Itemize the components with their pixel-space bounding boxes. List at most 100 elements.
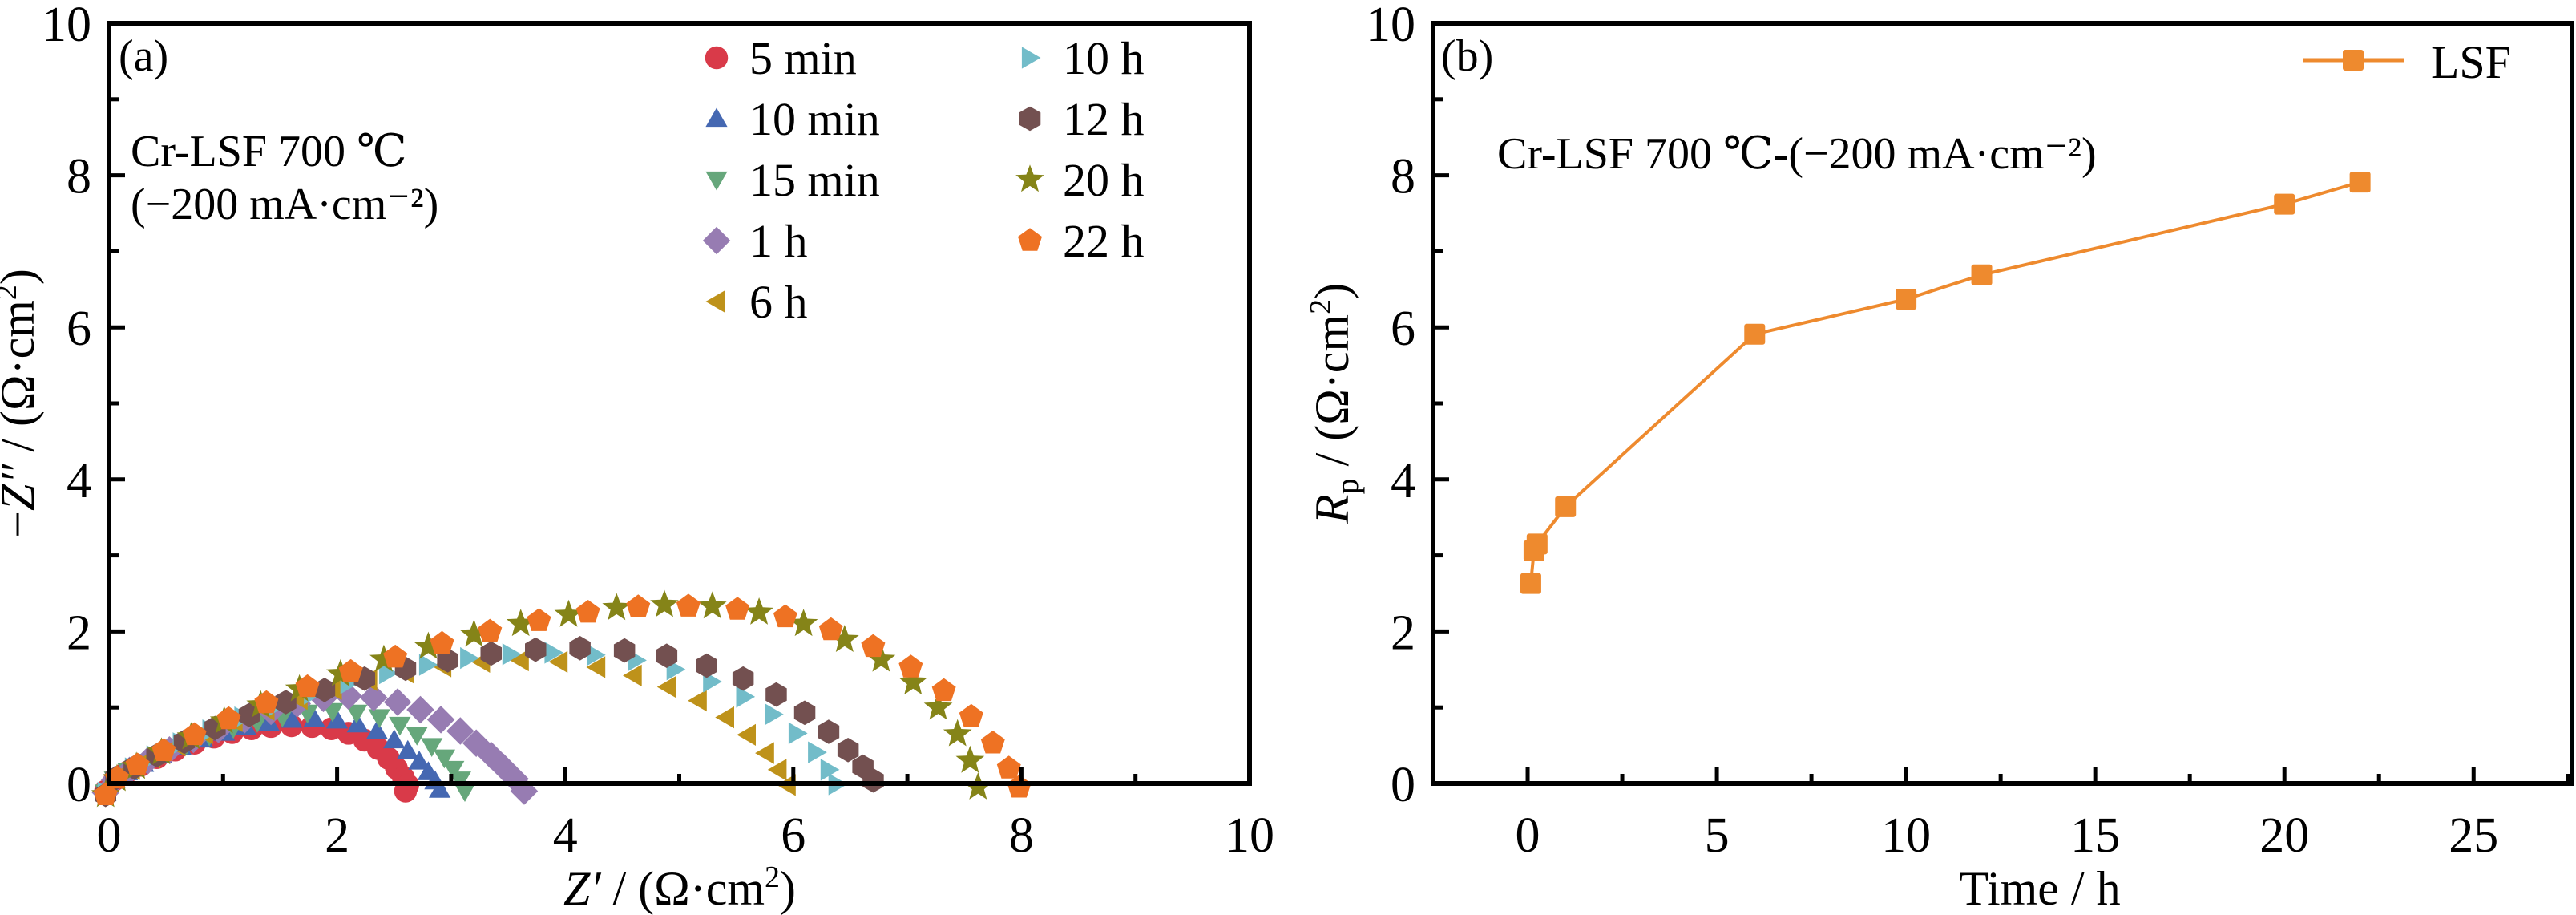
legend-label: 10 h <box>1063 32 1145 84</box>
legend-marker-circle <box>705 46 729 70</box>
data-point-triangle-left <box>767 759 787 781</box>
a-annotation-line-2: (−200 mA·cm⁻²) <box>131 180 438 229</box>
b-annotation: Cr-LSF 700 ℃-(−200 mA·cm⁻²) <box>1497 129 2097 179</box>
legend-marker-star <box>1015 164 1044 192</box>
data-point-triangle-right <box>502 643 522 666</box>
data-point-star <box>459 619 489 647</box>
data-point-triangle-left <box>623 664 642 686</box>
a-xlabel-sup: 2 <box>765 860 780 894</box>
data-point-star <box>414 631 443 659</box>
data-point-hexagon <box>613 638 636 663</box>
data-point-triangle-left <box>715 706 734 729</box>
data-point-triangle-left <box>510 649 529 672</box>
a-y-tick-label: 2 <box>67 605 91 660</box>
b-x-tick-label: 20 <box>2259 808 2309 863</box>
data-point-pentagon <box>575 600 600 623</box>
data-point-hexagon <box>837 738 859 763</box>
a-x-tick-label: 2 <box>325 808 349 863</box>
a-y-tick-label: 6 <box>67 302 91 356</box>
data-point-pentagon <box>527 608 551 631</box>
data-point-triangle-down <box>406 727 428 746</box>
legend-label: 6 h <box>749 276 808 328</box>
data-point-triangle-left <box>656 676 676 698</box>
b-x-tick-label: 15 <box>2070 808 2120 863</box>
data-point-star <box>955 745 985 773</box>
legend-item: 22 h <box>1018 215 1145 267</box>
data-point-triangle-down <box>454 783 476 802</box>
a-tick-labels: 0 2 4 6 8 10 0 2 4 6 8 10 <box>42 0 1274 863</box>
data-point-hexagon <box>569 636 591 661</box>
data-point-hexagon <box>732 666 754 691</box>
data-point-pentagon <box>931 678 956 702</box>
b-y-tick-label: 4 <box>1391 454 1415 508</box>
data-point-triangle-up <box>346 713 369 733</box>
data-point-triangle-down <box>442 760 465 780</box>
b-x-tick-label: 5 <box>1705 808 1730 863</box>
b-panel-label: (b) <box>1441 31 1493 81</box>
data-point-square <box>2274 193 2295 215</box>
b-ylabel-rest: / (Ω·cm <box>1306 314 1359 479</box>
data-point-hexagon <box>313 678 336 702</box>
a-y-axis-label: −Z″ / (Ω·cm2) <box>0 269 44 538</box>
data-point-triangle-up <box>281 708 303 728</box>
series-line <box>1528 180 2361 584</box>
b-legend-square-marker <box>2343 50 2364 71</box>
series-22-h <box>93 593 1032 805</box>
data-point-pentagon <box>626 594 651 617</box>
data-point-pentagon <box>338 658 363 682</box>
data-point-triangle-right <box>460 646 479 670</box>
data-point-pentagon <box>125 752 150 775</box>
legend-item: 15 min <box>705 154 880 206</box>
data-point-pentagon <box>980 731 1005 754</box>
data-point-hexagon <box>765 682 787 707</box>
a-annotation-line-1: Cr-LSF 700 ℃ <box>131 127 407 176</box>
a-y-tick-label: 10 <box>42 0 91 52</box>
data-point-square <box>1526 533 1548 555</box>
a-x-tick-label: 8 <box>1009 808 1034 863</box>
legend-label: 12 h <box>1063 93 1145 145</box>
data-point-triangle-right <box>736 686 756 708</box>
data-point-star <box>745 597 773 625</box>
data-point-pentagon <box>182 722 207 746</box>
data-point-pentagon <box>1007 775 1032 798</box>
b-y-axis-label: Rp / (Ω·cm2) <box>1304 283 1365 524</box>
legend-marker-triangle-right <box>1021 47 1041 69</box>
b-y-tick-label: 0 <box>1391 758 1415 812</box>
data-point-triangle-left <box>755 742 774 764</box>
b-data-marks <box>1520 172 2371 594</box>
data-point-star <box>943 719 972 747</box>
data-point-square <box>1555 496 1577 517</box>
data-point-star <box>898 667 927 695</box>
data-point-triangle-right <box>544 642 563 664</box>
b-legend-label: LSF <box>2431 36 2511 88</box>
data-point-pentagon <box>478 618 503 642</box>
data-point-diamond <box>406 695 434 724</box>
data-point-star <box>602 593 632 621</box>
panel-a-nyquist-plot: 0 2 4 6 8 10 0 2 4 6 8 10 (a) Cr-LSF 700 ℃ (−200 mA… <box>0 0 1274 915</box>
b-y-tick-label: 8 <box>1391 150 1415 204</box>
legend-item: 10 min <box>705 93 880 145</box>
data-point-triangle-right <box>587 644 606 666</box>
a-y-tick-label: 8 <box>67 150 91 204</box>
data-point-triangle-right <box>418 654 438 676</box>
legend-marker-triangle-up <box>705 107 728 128</box>
data-point-star <box>866 644 896 672</box>
legend-marker-hexagon <box>1019 106 1041 132</box>
b-ylabel-close: ) <box>1306 283 1359 299</box>
a-y-tick-label: 0 <box>67 758 91 812</box>
data-point-diamond <box>383 688 412 716</box>
data-point-triangle-left <box>688 690 707 712</box>
a-axis-ticks <box>107 21 1252 786</box>
data-point-triangle-up <box>408 751 430 770</box>
legend-marker-triangle-left <box>705 290 725 313</box>
data-point-star <box>506 609 535 637</box>
data-point-star <box>369 644 398 672</box>
series-LSF <box>1520 172 2371 594</box>
data-point-triangle-left <box>737 723 756 746</box>
data-point-pentagon <box>295 674 320 698</box>
a-legend: 5 min 10 min 15 min 1 h 6 h 10 h 12 h 20 h 22 h <box>702 32 1145 328</box>
legend-item: 12 h <box>1019 93 1145 145</box>
a-x-tick-label: 10 <box>1225 808 1274 863</box>
legend-marker-triangle-down <box>705 171 728 191</box>
